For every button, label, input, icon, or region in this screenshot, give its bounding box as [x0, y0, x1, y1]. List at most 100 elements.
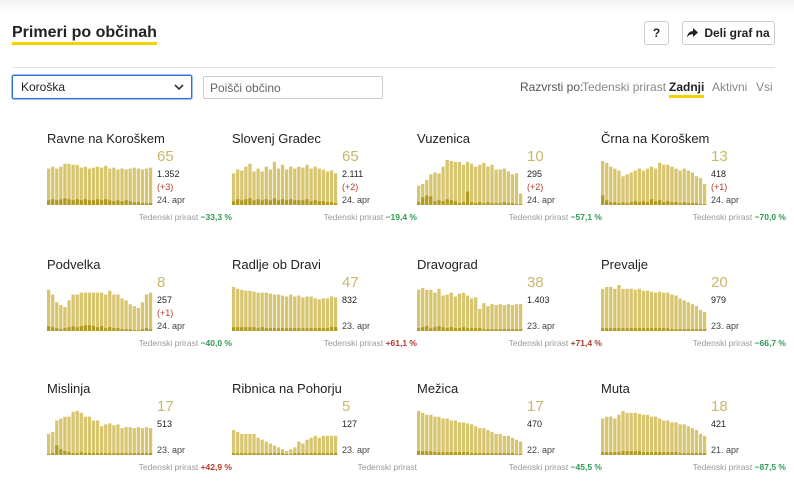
bar: [71, 294, 75, 331]
bar-recent: [55, 200, 59, 205]
bar-recent: [429, 451, 433, 455]
bar: [674, 422, 678, 455]
municipality-card[interactable]: Mežica 17 470 22. apr Tedenski prirast −45,5…: [417, 381, 602, 491]
sort-option-active[interactable]: Aktivni: [712, 80, 748, 94]
bar: [637, 413, 641, 455]
weekly-growth-label: Tedenski prirast: [138, 212, 199, 222]
bar: [494, 305, 498, 332]
bar-recent: [686, 453, 690, 455]
bar-recent: [666, 201, 670, 205]
bar-recent: [116, 200, 120, 205]
bar: [666, 420, 670, 455]
bar-recent: [83, 453, 87, 455]
bar-recent: [421, 451, 425, 455]
bar: [301, 443, 305, 455]
share-button-label: Deli graf na: [704, 26, 770, 40]
daily-delta: (+2): [527, 182, 544, 192]
municipality-name: Črna na Koroškem: [601, 131, 710, 146]
municipality-card[interactable]: Prevalje 20 979 23. apr Tedenski prirast −66…: [601, 257, 786, 367]
bar-recent: [59, 329, 63, 331]
bar: [441, 418, 445, 455]
sort-option-weekly-growth[interactable]: Tedenski prirast: [582, 80, 667, 94]
bar-recent: [609, 452, 613, 456]
municipality-card[interactable]: Dravograd 38 1.403 23. apr Tedenski prirast …: [417, 257, 602, 367]
bar: [461, 422, 466, 455]
bar: [112, 167, 116, 206]
bar: [453, 296, 457, 331]
bar-recent: [474, 453, 478, 455]
bar-recent: [629, 328, 633, 332]
bar: [506, 435, 510, 455]
bar-recent: [609, 202, 613, 206]
bar: [116, 294, 120, 331]
bar: [698, 178, 703, 205]
bar-recent: [124, 453, 128, 455]
bar: [276, 294, 281, 331]
bar: [621, 176, 625, 205]
sort-option-latest[interactable]: Zadnji: [669, 80, 705, 98]
bar: [470, 298, 474, 331]
bar-recent: [662, 328, 666, 332]
bar-recent: [658, 328, 662, 332]
bar-recent: [305, 453, 309, 455]
bar-recent: [482, 203, 486, 205]
active-count: 17: [157, 398, 174, 415]
bar-recent: [662, 452, 666, 456]
municipality-card[interactable]: Ravne na Koroškem 65 1.352 (+3) 24. apr Teden…: [47, 131, 232, 241]
municipality-card[interactable]: Ribnica na Pohorju 5 127 23. apr Tedenski pr…: [232, 381, 417, 491]
sort-option-all[interactable]: Vsi: [756, 80, 773, 94]
bar: [502, 435, 506, 455]
municipality-card[interactable]: Vuzenica 10 295 (+2) 24. apr Tedenski prirast…: [417, 131, 602, 241]
bar: [629, 172, 633, 205]
weekly-growth-label: Tedenski prirast: [508, 462, 569, 472]
bar-recent: [309, 201, 313, 205]
bar-recent: [453, 328, 457, 332]
help-button[interactable]: ?: [644, 21, 669, 45]
bar: [629, 288, 633, 331]
bar: [136, 427, 140, 455]
bar-recent: [75, 327, 79, 331]
municipality-card[interactable]: Črna na Koroškem 13 418 (+1) 24. apr Tedenski…: [601, 131, 786, 241]
municipality-card[interactable]: Mislinja 17 513 23. apr Tedenski prirast +42…: [47, 381, 232, 491]
bar: [625, 412, 629, 455]
bar-recent: [104, 199, 108, 205]
region-select[interactable]: Koroška: [12, 75, 192, 99]
bar: [617, 170, 621, 205]
bar: [601, 418, 605, 455]
bar-recent: [47, 326, 51, 331]
municipality-card[interactable]: Slovenj Gradec 65 2.111 (+2) 24. apr Tedenski…: [232, 131, 417, 241]
bar-recent: [124, 200, 128, 205]
bar-recent: [470, 328, 474, 332]
bar: [75, 164, 79, 205]
bar-recent: [625, 203, 629, 205]
weekly-growth: Tedenski prirast −33,3 %: [139, 212, 232, 222]
bar: [248, 163, 252, 205]
bar-chart: [601, 285, 707, 332]
municipality-name: Muta: [601, 381, 630, 396]
bar: [662, 164, 666, 205]
weekly-growth-label: Tedenski prirast: [323, 338, 384, 348]
bar-recent: [678, 329, 682, 331]
bar: [95, 420, 100, 455]
bar: [633, 289, 637, 331]
bar-recent: [264, 328, 268, 332]
bar: [51, 294, 55, 331]
weekly-growth-label: Tedenski prirast: [692, 338, 753, 348]
bar: [51, 432, 55, 455]
bar-recent: [333, 203, 338, 205]
municipality-card[interactable]: Podvelka 8 257 (+1) 24. apr Tedenski prirast …: [47, 257, 232, 367]
bar: [67, 416, 71, 455]
bar-recent: [272, 198, 277, 205]
bar-recent: [63, 198, 67, 205]
share-button[interactable]: Deli graf na: [682, 21, 775, 45]
bar: [301, 297, 305, 331]
municipality-card[interactable]: Muta 18 421 21. apr Tedenski prirast −87,5 %: [601, 381, 786, 491]
last-date: 24. apr: [711, 195, 740, 205]
bar: [433, 172, 437, 205]
search-input[interactable]: [203, 76, 383, 99]
bar: [506, 304, 510, 331]
bar: [633, 412, 637, 455]
bar-recent: [478, 453, 482, 455]
municipality-card[interactable]: Radlje ob Dravi 47 832 23. apr Tedenski prir…: [232, 257, 417, 367]
weekly-growth-value: −33,3 %: [200, 212, 232, 222]
